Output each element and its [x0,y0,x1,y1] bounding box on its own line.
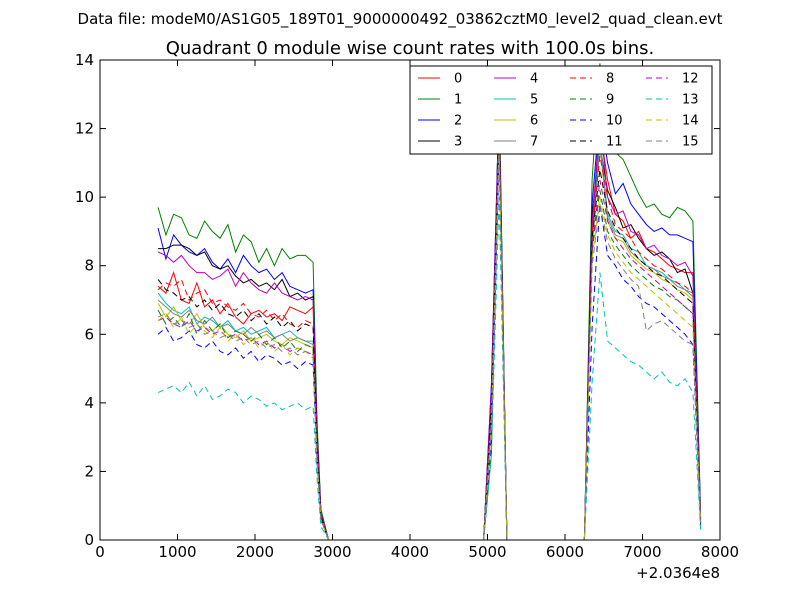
legend-label-15: 15 [682,135,699,150]
legend-label-9: 9 [606,93,614,108]
suptitle: Data file: modeM0/AS1G05_189T01_90000004… [78,10,723,29]
legend-label-1: 1 [454,93,462,108]
legend-label-7: 7 [530,135,538,150]
x-tick-label: 1000 [158,543,196,561]
y-tick-label: 12 [75,120,94,138]
series-line-14 [157,145,702,541]
legend-label-0: 0 [454,72,462,87]
legend-label-3: 3 [454,135,462,150]
series-line-10 [157,155,702,541]
series-line-15 [157,149,702,541]
y-tick-label: 0 [84,531,94,549]
x-tick-label: 0 [95,543,105,561]
legend-label-11: 11 [606,135,623,150]
legend-label-14: 14 [682,114,699,129]
y-tick-label: 10 [75,188,94,206]
x-tick-label: 8000 [701,543,739,561]
series-line-13 [157,197,702,541]
y-tick-label: 14 [75,51,94,69]
x-tick-label: 2000 [236,543,274,561]
y-tick-label: 6 [84,325,94,343]
chart-title: Quadrant 0 module wise count rates with … [166,38,655,59]
legend-frame [409,65,713,155]
legend-label-10: 10 [606,114,623,129]
legend-label-13: 13 [682,93,699,108]
series-line-4 [157,111,702,541]
legend-label-5: 5 [530,93,538,108]
y-tick-label: 4 [84,394,94,412]
x-tick-label: 4000 [391,543,429,561]
series-layer [157,63,702,541]
legend-label-8: 8 [606,72,614,87]
y-tick-label: 2 [84,462,94,480]
y-tick-label: 8 [84,257,94,275]
legend-label-12: 12 [682,72,699,87]
x-tick-label: 3000 [313,543,351,561]
x-tick-label: 6000 [546,543,584,561]
x-offset-label: +2.0364e8 [636,564,720,582]
legend-label-4: 4 [530,72,538,87]
x-tick-label: 5000 [468,543,506,561]
legend-label-6: 6 [530,114,538,129]
series-line-11 [157,125,702,541]
ticks-layer: 0 1000 2000 3000 4000 5000 6000 7000 80000246810… [75,51,739,561]
legend-label-2: 2 [454,114,462,129]
x-tick-label: 7000 [623,543,661,561]
